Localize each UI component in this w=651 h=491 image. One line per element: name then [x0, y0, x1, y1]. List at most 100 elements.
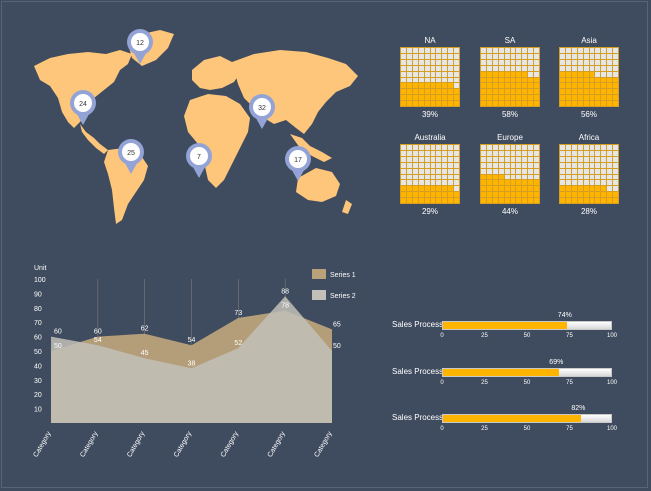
- waffle-cell: [486, 192, 492, 198]
- waffle-cell: [498, 192, 504, 198]
- waffle-cell: [516, 65, 522, 71]
- data-label-series-2: 88: [281, 288, 289, 295]
- waffle-cell: [613, 150, 618, 156]
- map-pin-asia[interactable]: 32: [249, 94, 275, 129]
- y-tick-label: 40: [34, 363, 42, 370]
- waffle-cell: [424, 156, 430, 162]
- map-pin-greenland[interactable]: 12: [127, 29, 153, 64]
- legend-label-series-2: Series 2: [330, 293, 356, 300]
- gauge-track: [442, 321, 612, 330]
- map-pin-africa[interactable]: 7: [186, 143, 212, 178]
- waffle-cell: [534, 162, 539, 168]
- waffle-label: NA: [424, 36, 436, 45]
- waffle-cell: [534, 192, 539, 198]
- waffle-cell: [560, 83, 565, 89]
- map-pin-australia[interactable]: 17: [285, 146, 311, 181]
- waffle-cell: [601, 180, 607, 186]
- waffle-cell: [481, 162, 486, 168]
- waffle-grid: [480, 144, 540, 204]
- waffle-cell: [412, 168, 418, 174]
- waffle-cell: [577, 95, 583, 101]
- waffle-cell: [516, 95, 522, 101]
- waffle-cell: [510, 89, 516, 95]
- waffle-cell: [565, 192, 571, 198]
- waffle-cell: [601, 48, 607, 53]
- waffle-cell: [504, 101, 510, 106]
- waffle-cell: [613, 198, 618, 203]
- waffle-cell: [607, 168, 613, 174]
- waffle-cell: [560, 59, 565, 65]
- waffle-cell: [571, 71, 577, 77]
- waffle-cell: [401, 145, 406, 150]
- waffle-cell: [583, 156, 589, 162]
- y-tick-label: 10: [34, 407, 42, 414]
- waffle-cell: [577, 192, 583, 198]
- waffle-cell: [504, 65, 510, 71]
- waffle-cell: [418, 89, 424, 95]
- waffle-cell: [571, 89, 577, 95]
- waffle-cell: [492, 198, 498, 203]
- pin-value: 24: [79, 101, 87, 108]
- waffle-cell: [522, 83, 528, 89]
- waffle-cell: [504, 156, 510, 162]
- waffle-cell: [436, 83, 442, 89]
- waffle-cell: [481, 150, 486, 156]
- waffle-cell: [401, 150, 406, 156]
- waffle-cell: [607, 150, 613, 156]
- waffle-cell: [401, 65, 406, 71]
- pin-center: [74, 94, 92, 112]
- waffle-cell: [583, 65, 589, 71]
- waffle-cell: [492, 180, 498, 186]
- waffle-cell: [613, 71, 618, 77]
- waffle-cell: [498, 174, 504, 180]
- waffle-cell: [595, 89, 601, 95]
- waffle-cell: [510, 59, 516, 65]
- waffle-cell: [406, 101, 412, 106]
- waffle-cell: [522, 192, 528, 198]
- waffle-cell: [424, 162, 430, 168]
- waffle-cell: [498, 198, 504, 203]
- map-pin-south-america[interactable]: 25: [118, 139, 144, 174]
- waffle-cell: [481, 156, 486, 162]
- waffle-cell: [448, 168, 454, 174]
- waffle-cell: [448, 145, 454, 150]
- waffle-cell: [448, 150, 454, 156]
- x-tick-label: Category: [313, 430, 334, 459]
- area-series-2: [51, 296, 332, 423]
- waffle-cell: [418, 53, 424, 59]
- waffle-cell: [492, 168, 498, 174]
- waffle-cell: [418, 48, 424, 53]
- waffle-cell: [528, 89, 534, 95]
- waffle-cell: [454, 53, 459, 59]
- x-tick-labels: Category Category Category Category Category…: [32, 430, 334, 459]
- waffle-cell: [504, 48, 510, 53]
- waffle-cell: [571, 150, 577, 156]
- waffle-cell: [401, 71, 406, 77]
- waffle-cell: [528, 145, 534, 150]
- waffle-cell: [516, 101, 522, 106]
- waffle-cell: [418, 71, 424, 77]
- waffle-cell: [565, 65, 571, 71]
- waffle-cell: [565, 174, 571, 180]
- waffle-cell: [613, 95, 618, 101]
- waffle-cell: [528, 77, 534, 83]
- waffle-cell: [504, 150, 510, 156]
- waffle-cell: [577, 77, 583, 83]
- waffle-cell: [613, 83, 618, 89]
- waffle-cell: [534, 174, 539, 180]
- waffle-cell: [418, 65, 424, 71]
- europe-shape: [192, 56, 242, 90]
- waffle-cell: [498, 156, 504, 162]
- waffle-cell: [528, 95, 534, 101]
- waffle-cell: [418, 150, 424, 156]
- waffle-cell: [571, 101, 577, 106]
- waffle-cell: [498, 59, 504, 65]
- waffle-cell: [418, 145, 424, 150]
- waffle-cell: [522, 77, 528, 83]
- waffle-cell: [534, 156, 539, 162]
- waffle-cell: [448, 186, 454, 192]
- waffle-cell: [504, 186, 510, 192]
- map-pin-north-america[interactable]: 24: [70, 90, 96, 125]
- waffle-cell: [571, 83, 577, 89]
- waffle-cell: [504, 89, 510, 95]
